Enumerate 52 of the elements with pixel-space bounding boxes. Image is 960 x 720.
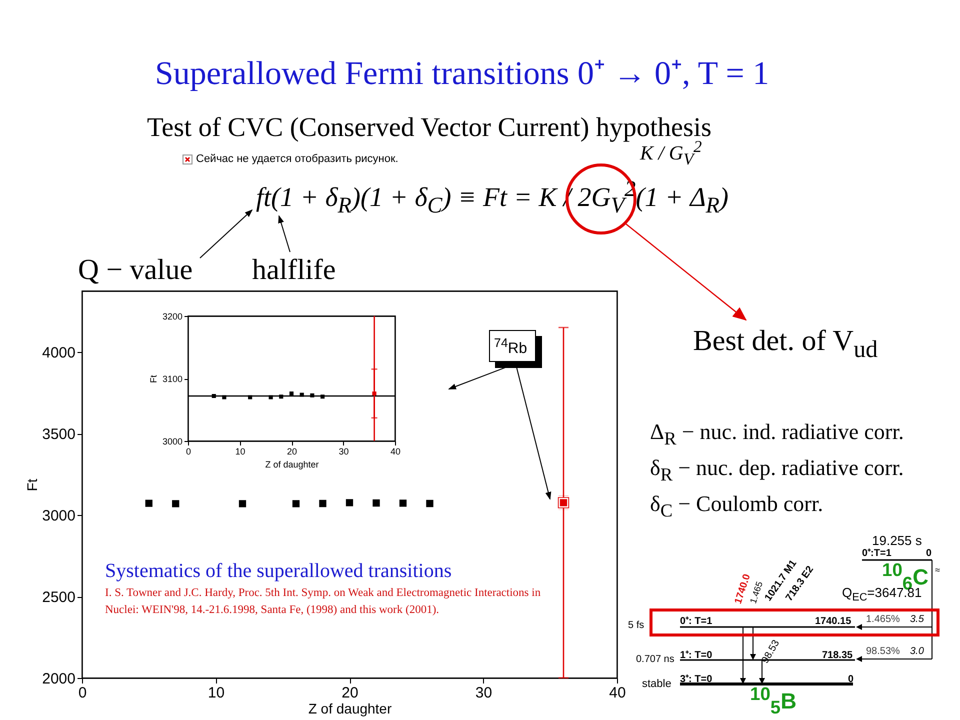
text: 0.707 ns — [636, 654, 674, 665]
text: 1.465% — [866, 614, 900, 625]
text: 3.0 — [910, 646, 924, 657]
x-tick-label: 10 — [235, 446, 246, 456]
y-tick-label: 2000 — [42, 670, 76, 688]
x-tick-label: 10 — [208, 684, 225, 702]
y-tick-label: 3200 — [162, 312, 182, 322]
chart-subtitle: Test of CVC (Conserved Vector Current) hypothesis — [147, 112, 712, 142]
x-tick-label: 30 — [338, 446, 349, 456]
text: Best det. of V$_{ud}$ — [693, 325, 878, 364]
text: 718.35 — [822, 650, 853, 661]
text: 0⁺:T=1 — [862, 548, 892, 559]
text: Δ$_{R}$ − nuc. ind. radiative corr. — [650, 419, 904, 449]
x-tick-label: 20 — [342, 684, 358, 702]
y-tick-label: 3000 — [42, 508, 76, 525]
text: 3⁺: T=0 — [680, 674, 712, 685]
y-tick-label: 2500 — [42, 589, 76, 606]
y-tick-label: 4000 — [42, 344, 76, 362]
y-tick-label: 3000 — [162, 436, 182, 446]
x-axis-title: Z of daughter — [265, 460, 319, 470]
text: 0 — [848, 674, 854, 685]
text: 1⁺: T=0 — [680, 650, 712, 661]
annotation: I. S. Towner and J.C. Hardy, Proc. 5th Int. Symp. on Weak and Electromagnetic Interactions in Nuclei: WEIN'98, 14.-21.6.1998, Santa Fe, (1998) and this work (2001). — [105, 586, 542, 618]
text: 1740.15 — [815, 616, 852, 627]
y-tick-label: 3500 — [42, 426, 76, 444]
x-tick-label: 40 — [390, 446, 401, 456]
x-tick-label: 40 — [609, 684, 626, 702]
chart-title: Superallowed Fermi transitions 0⁺ → 0⁺, T = 1 — [155, 56, 770, 92]
text: 98.53% — [866, 646, 900, 657]
x-tick-label: 0 — [78, 684, 87, 702]
y-axis-title: Ft — [148, 374, 158, 383]
text: 19.255 s — [872, 533, 922, 548]
x-tick-label: 0 — [186, 446, 192, 456]
x-axis-title: Z of daughter — [308, 700, 392, 716]
text: ≈ — [935, 565, 940, 576]
text: 0⁺: T=1 — [680, 616, 712, 627]
text: 0 — [926, 548, 932, 559]
y-axis-title: Ft — [24, 478, 40, 492]
text: δ$_{C}$ − Coulomb corr. — [650, 491, 824, 521]
text: 3.5 — [910, 614, 924, 625]
x-tick-label: 20 — [286, 446, 298, 456]
text: 1.465 — [748, 580, 765, 606]
text: 5 fs — [628, 620, 644, 631]
text: stable — [642, 678, 672, 690]
annotation: $^{74}$Rb — [489, 330, 536, 362]
text: δ$_{R}$ − nuc. dep. radiative corr. — [650, 455, 904, 485]
text: Q − value — [78, 254, 193, 287]
annotation: Systematics of the superallowed transitions — [105, 560, 452, 582]
x-tick-label: 30 — [475, 684, 492, 702]
text: Сейчас не удается отобразить рисунок. — [196, 153, 398, 166]
y-tick-label: 3100 — [162, 374, 182, 384]
text: halflife — [252, 254, 336, 287]
